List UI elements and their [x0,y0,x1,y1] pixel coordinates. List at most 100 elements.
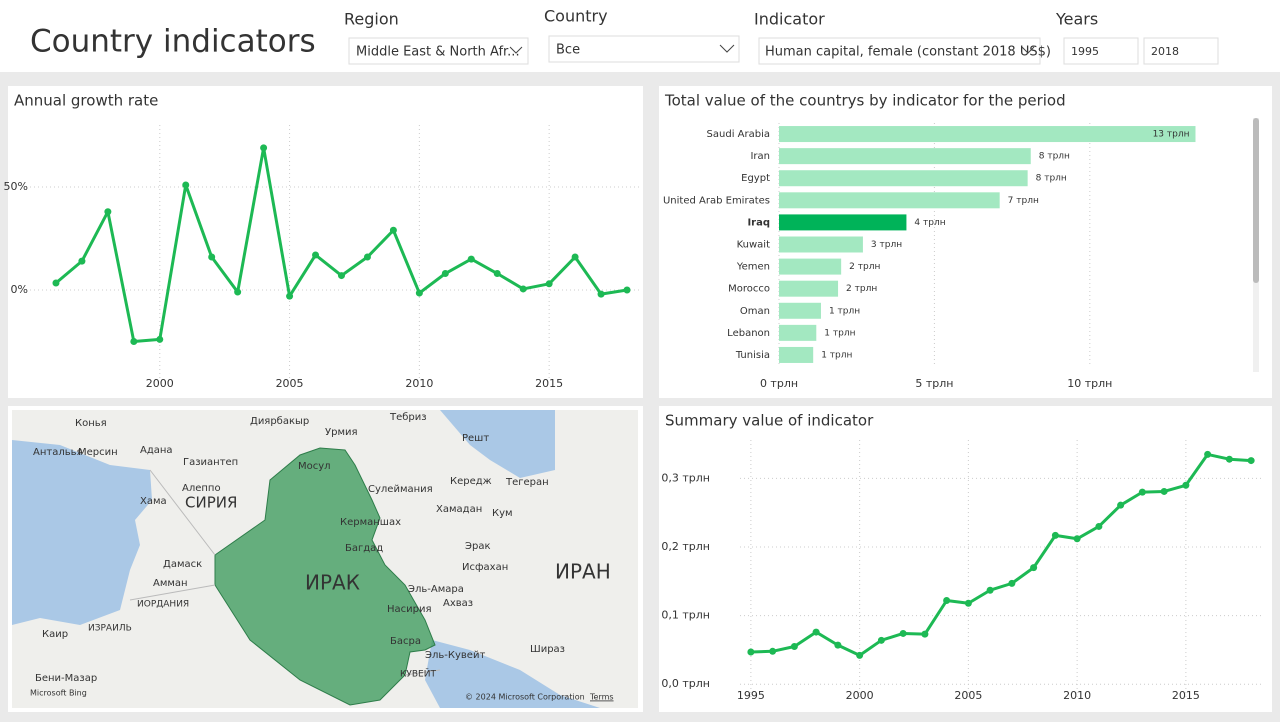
map-copyright: © 2024 Microsoft Corporation [465,693,585,702]
point [286,292,294,300]
point [571,253,579,261]
map-label: Эрак [465,541,491,552]
input-value: 2018 [1151,45,1179,58]
category-label: Egypt [741,173,770,184]
dropdown-value: Все [556,43,580,58]
point [312,251,320,259]
bar [779,170,1028,187]
x-tick-label: 5 трлн [915,377,953,390]
category-label: Yemen [736,262,770,273]
scrollbar-thumb[interactable] [1253,118,1259,283]
point [234,288,242,296]
bar [779,258,842,275]
point [104,208,112,216]
point [1117,501,1125,509]
map-label: ИОРДАНИЯ [137,600,189,610]
x-tick-label: 2015 [535,377,563,390]
point [812,628,820,636]
y-tick-label: 50% [4,180,28,193]
indicator-dropdown[interactable] [758,37,1041,65]
region-dropdown[interactable] [348,37,529,65]
point [78,257,86,265]
chevron [719,44,735,53]
point [52,279,60,287]
map-label: Каир [42,629,68,640]
bar [779,214,907,231]
map-label: ИРАН [555,560,611,584]
map-label: Амман [153,578,188,589]
point [1160,487,1168,495]
map-terms[interactable]: Terms [589,693,614,702]
year-to-input[interactable] [1143,37,1219,65]
x-tick-label: 2000 [846,689,874,702]
point [467,255,475,263]
x-tick-label: 2010 [1063,689,1091,702]
bar [779,302,821,319]
point [337,272,345,280]
x-tick-label: 0 трлн [760,377,798,390]
chart-title: Summary value of indicator [665,412,874,430]
y-tick-label: 0,3 трлн [661,471,710,484]
bar [779,346,814,363]
y-tick-label: 0,1 трлн [661,609,710,622]
value-label: 2 трлн [846,284,877,294]
map-label: Насирия [387,604,432,615]
point [1073,535,1081,543]
filter-label: Country [544,7,608,26]
map-label: Хама [140,496,167,507]
x-tick-label: 2000 [146,377,174,390]
point [597,290,605,298]
map-label: Сулеймания [368,484,433,495]
map[interactable] [12,410,638,708]
category-label: Saudi Arabia [707,129,770,140]
point [441,270,449,278]
y-tick-label: 0,2 трлн [661,540,710,553]
map-label: СИРИЯ [185,494,237,512]
bar [779,280,839,297]
point [1247,457,1255,465]
point [519,285,527,293]
point [208,253,216,261]
filter-label: Years [1055,10,1098,29]
map-label: Исфахан [462,562,508,573]
map-label: Эль-Кувейт [425,650,485,661]
map-label: Багдад [345,543,383,554]
point [769,647,777,655]
x-tick-label: 10 трлн [1067,377,1112,390]
value-label: 3 трлн [871,240,902,250]
point [1095,522,1103,530]
point [260,144,268,152]
map-label: Адана [140,445,173,456]
panel [659,406,1272,712]
chart-title: Annual growth rate [14,92,158,110]
point [493,270,501,278]
borders [129,469,441,676]
x-tick-label: 2010 [405,377,433,390]
map-label: Кередж [450,476,492,487]
filter-label: Indicator [754,10,825,29]
map-label: Алеппо [182,483,221,494]
map-label: Ахваз [443,598,473,609]
point [1225,455,1233,463]
value-label: 1 трлн [821,350,852,360]
map-label: Басра [390,636,421,647]
country-dropdown[interactable] [548,35,740,63]
category-label: Morocco [728,284,770,295]
value-label: 2 трлн [849,262,880,272]
category-label: Lebanon [727,328,770,339]
line [750,452,1252,657]
value-label: 4 трлн [914,218,945,228]
map-label: ИРАК [305,571,360,595]
point [389,226,397,234]
point [1008,579,1016,587]
category-label: Iran [750,151,770,162]
point [964,599,972,607]
value-label: 8 трлн [1036,174,1067,184]
year-from-input[interactable] [1063,37,1139,65]
panel [8,86,643,398]
chevron [509,46,523,54]
point [834,641,842,649]
map-label: Диярбакыр [250,416,309,427]
page-title: Country indicators [30,24,316,60]
point [1051,531,1059,539]
